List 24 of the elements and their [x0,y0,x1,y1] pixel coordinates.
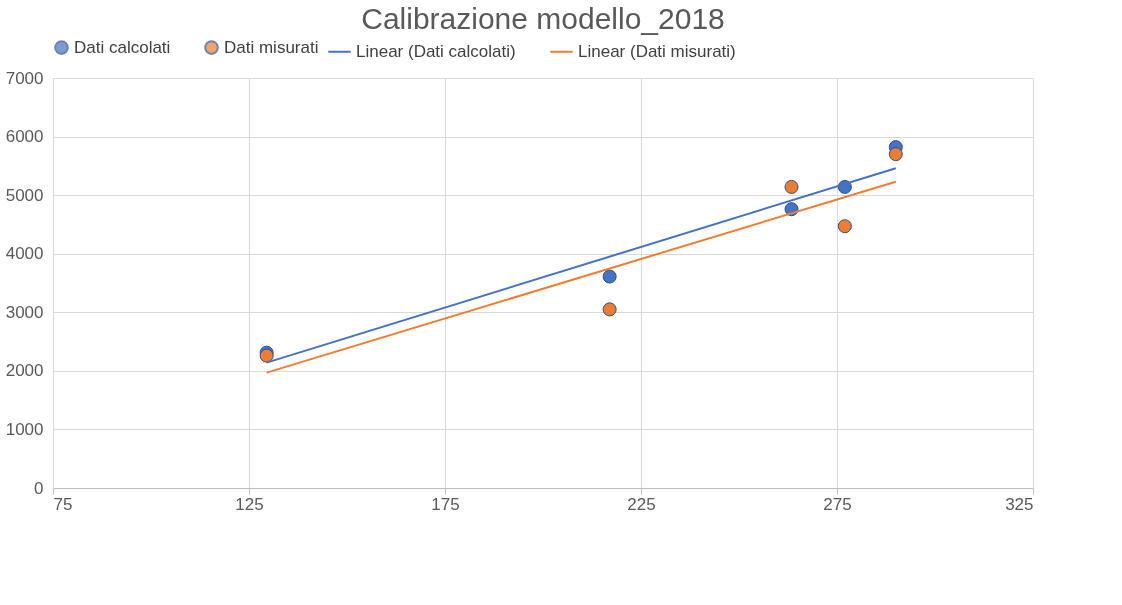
point [784,179,799,194]
point [837,219,852,234]
x-tick-label: 225 [627,494,656,514]
point [888,147,903,162]
y-tick-label: 3000 [5,302,44,322]
y-tick-label: 4000 [5,244,44,264]
x-tick-label: 125 [235,494,264,514]
x-tick-label: 75 [53,494,73,514]
y-tick-label: 7000 [5,68,44,88]
y-tick-label: 0 [34,478,44,498]
y-tick-label: 5000 [5,185,44,205]
y-tick-label: 6000 [5,127,44,147]
point [602,302,617,317]
x-tick-label: 325 [1005,494,1034,514]
y-tick-label: 2000 [5,361,44,381]
legend-label: Dati misurati [224,37,319,57]
legend-label: Linear (Dati misurati) [578,41,736,61]
chart-title: Calibrazione modello_2018 [361,2,725,35]
legend-label: Dati calcolati [74,37,171,57]
x-tick-label: 275 [823,494,852,514]
x-tick-label: 175 [431,494,460,514]
point [602,269,617,284]
legend-label: Linear (Dati calcolati) [356,41,516,61]
y-tick-label: 1000 [5,419,44,439]
